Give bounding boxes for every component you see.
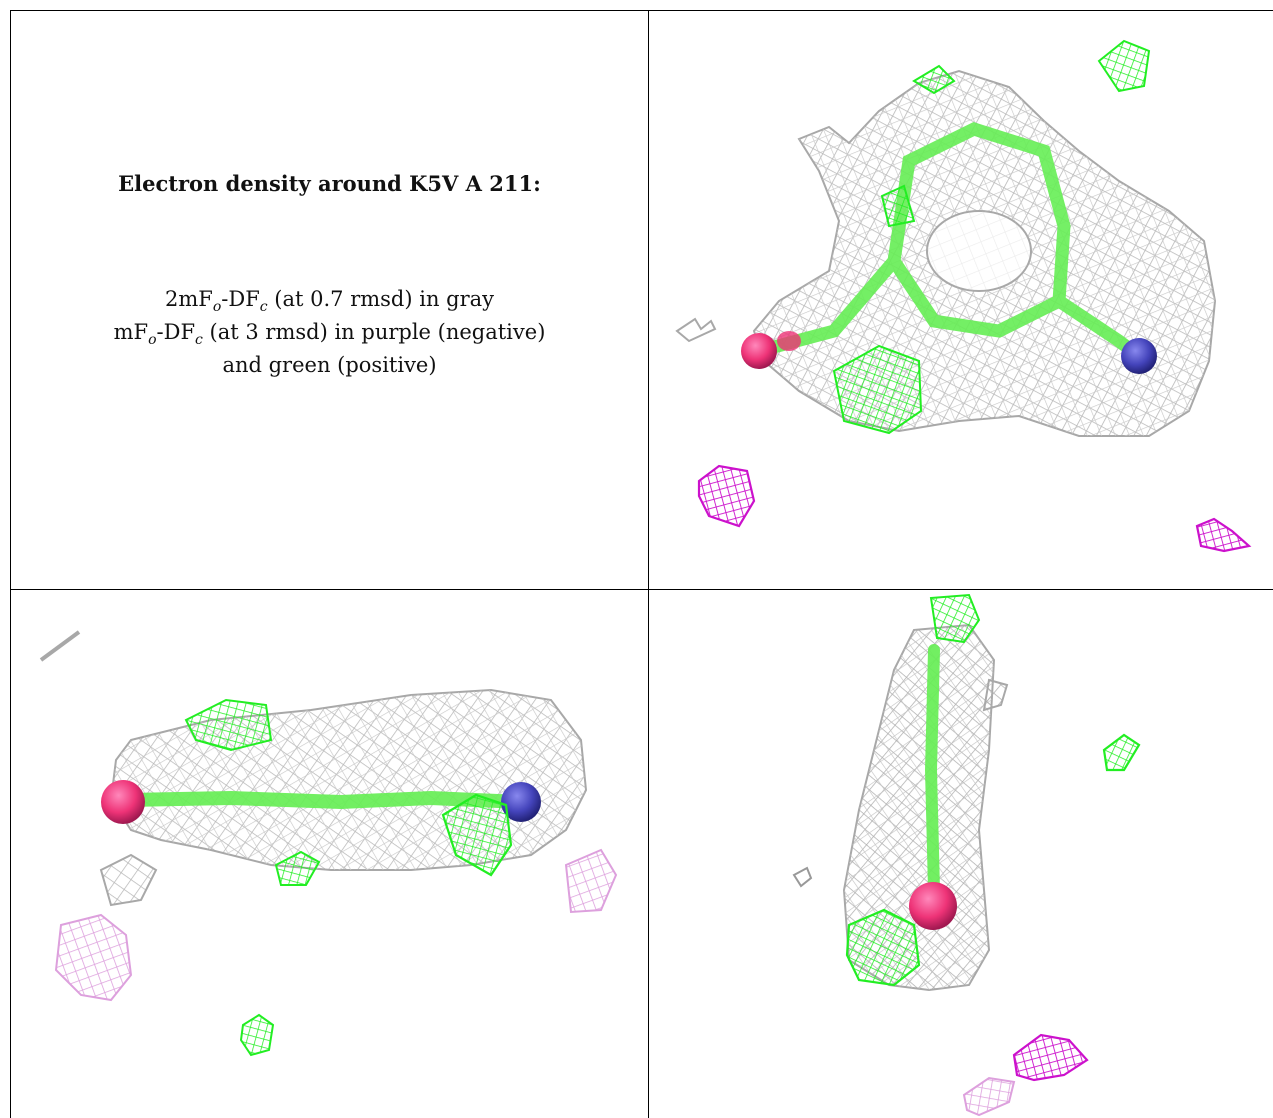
legend-title: Electron density around K5V A 211: <box>118 171 541 196</box>
positive-density-blob <box>912 64 956 95</box>
table-border-top <box>10 10 1273 11</box>
oxygen-atom <box>101 780 145 824</box>
table-border-left <box>10 10 11 1118</box>
positive-density-blob <box>184 698 273 752</box>
legend-lines: 2mFo-DFc (at 0.7 rmsd) in gray mFo-DFc (… <box>11 283 648 382</box>
gray-density-fragment <box>99 853 158 907</box>
negative-density-blob <box>962 1076 1016 1117</box>
density-view-side-svg <box>39 630 618 1057</box>
negative-density-blob <box>564 848 618 914</box>
positive-density-blob <box>1102 733 1141 772</box>
nitrogen-atom <box>501 782 541 822</box>
gray-density-fragment <box>675 317 717 343</box>
ligand-bonds <box>119 790 528 810</box>
density-view-side <box>11 590 648 1118</box>
density-view-top-svg <box>675 39 1252 553</box>
legend-panel: Electron density around K5V A 211: 2mFo-… <box>11 11 648 589</box>
oxygen-atom <box>909 882 957 930</box>
negative-density-blob <box>54 913 133 1002</box>
oxygen-atom <box>741 333 777 369</box>
positive-density-blob <box>880 184 916 228</box>
table-border-middle <box>10 589 1273 590</box>
legend-line-colors: and green (positive) <box>222 353 437 377</box>
table-border-center <box>648 10 649 1118</box>
negative-density-blob <box>1195 517 1252 553</box>
density-view-edge-svg <box>792 593 1141 1117</box>
gray-density-fragment <box>792 866 813 888</box>
gray-density-mesh-overlay <box>111 690 586 870</box>
legend-text: Electron density around K5V A 211: 2mFo-… <box>11 11 648 589</box>
density-view-top <box>649 11 1273 589</box>
ligand-bonds <box>924 644 940 896</box>
density-view-edge <box>649 590 1273 1118</box>
legend-line-fofc: mFo-DFc (at 3 rmsd) in purple (negative) <box>113 320 546 349</box>
negative-density-blob <box>1012 1033 1089 1082</box>
positive-density-blob <box>239 1013 275 1057</box>
positive-density-blob <box>1097 39 1151 93</box>
positive-density-blob <box>845 908 921 987</box>
negative-density-blob <box>697 464 756 528</box>
positive-density-blob <box>441 793 513 877</box>
legend-line-2fofc: 2mFo-DFc (at 0.7 rmsd) in gray <box>164 287 495 316</box>
positive-density-blob <box>274 850 321 886</box>
positive-density-blob <box>832 344 923 435</box>
gray-density-mesh-overlay <box>844 625 994 990</box>
positive-density-blob <box>929 593 981 644</box>
gray-density-fragment <box>39 630 81 662</box>
nitrogen-atom <box>1121 338 1157 374</box>
gray-density-fragment <box>982 678 1009 712</box>
